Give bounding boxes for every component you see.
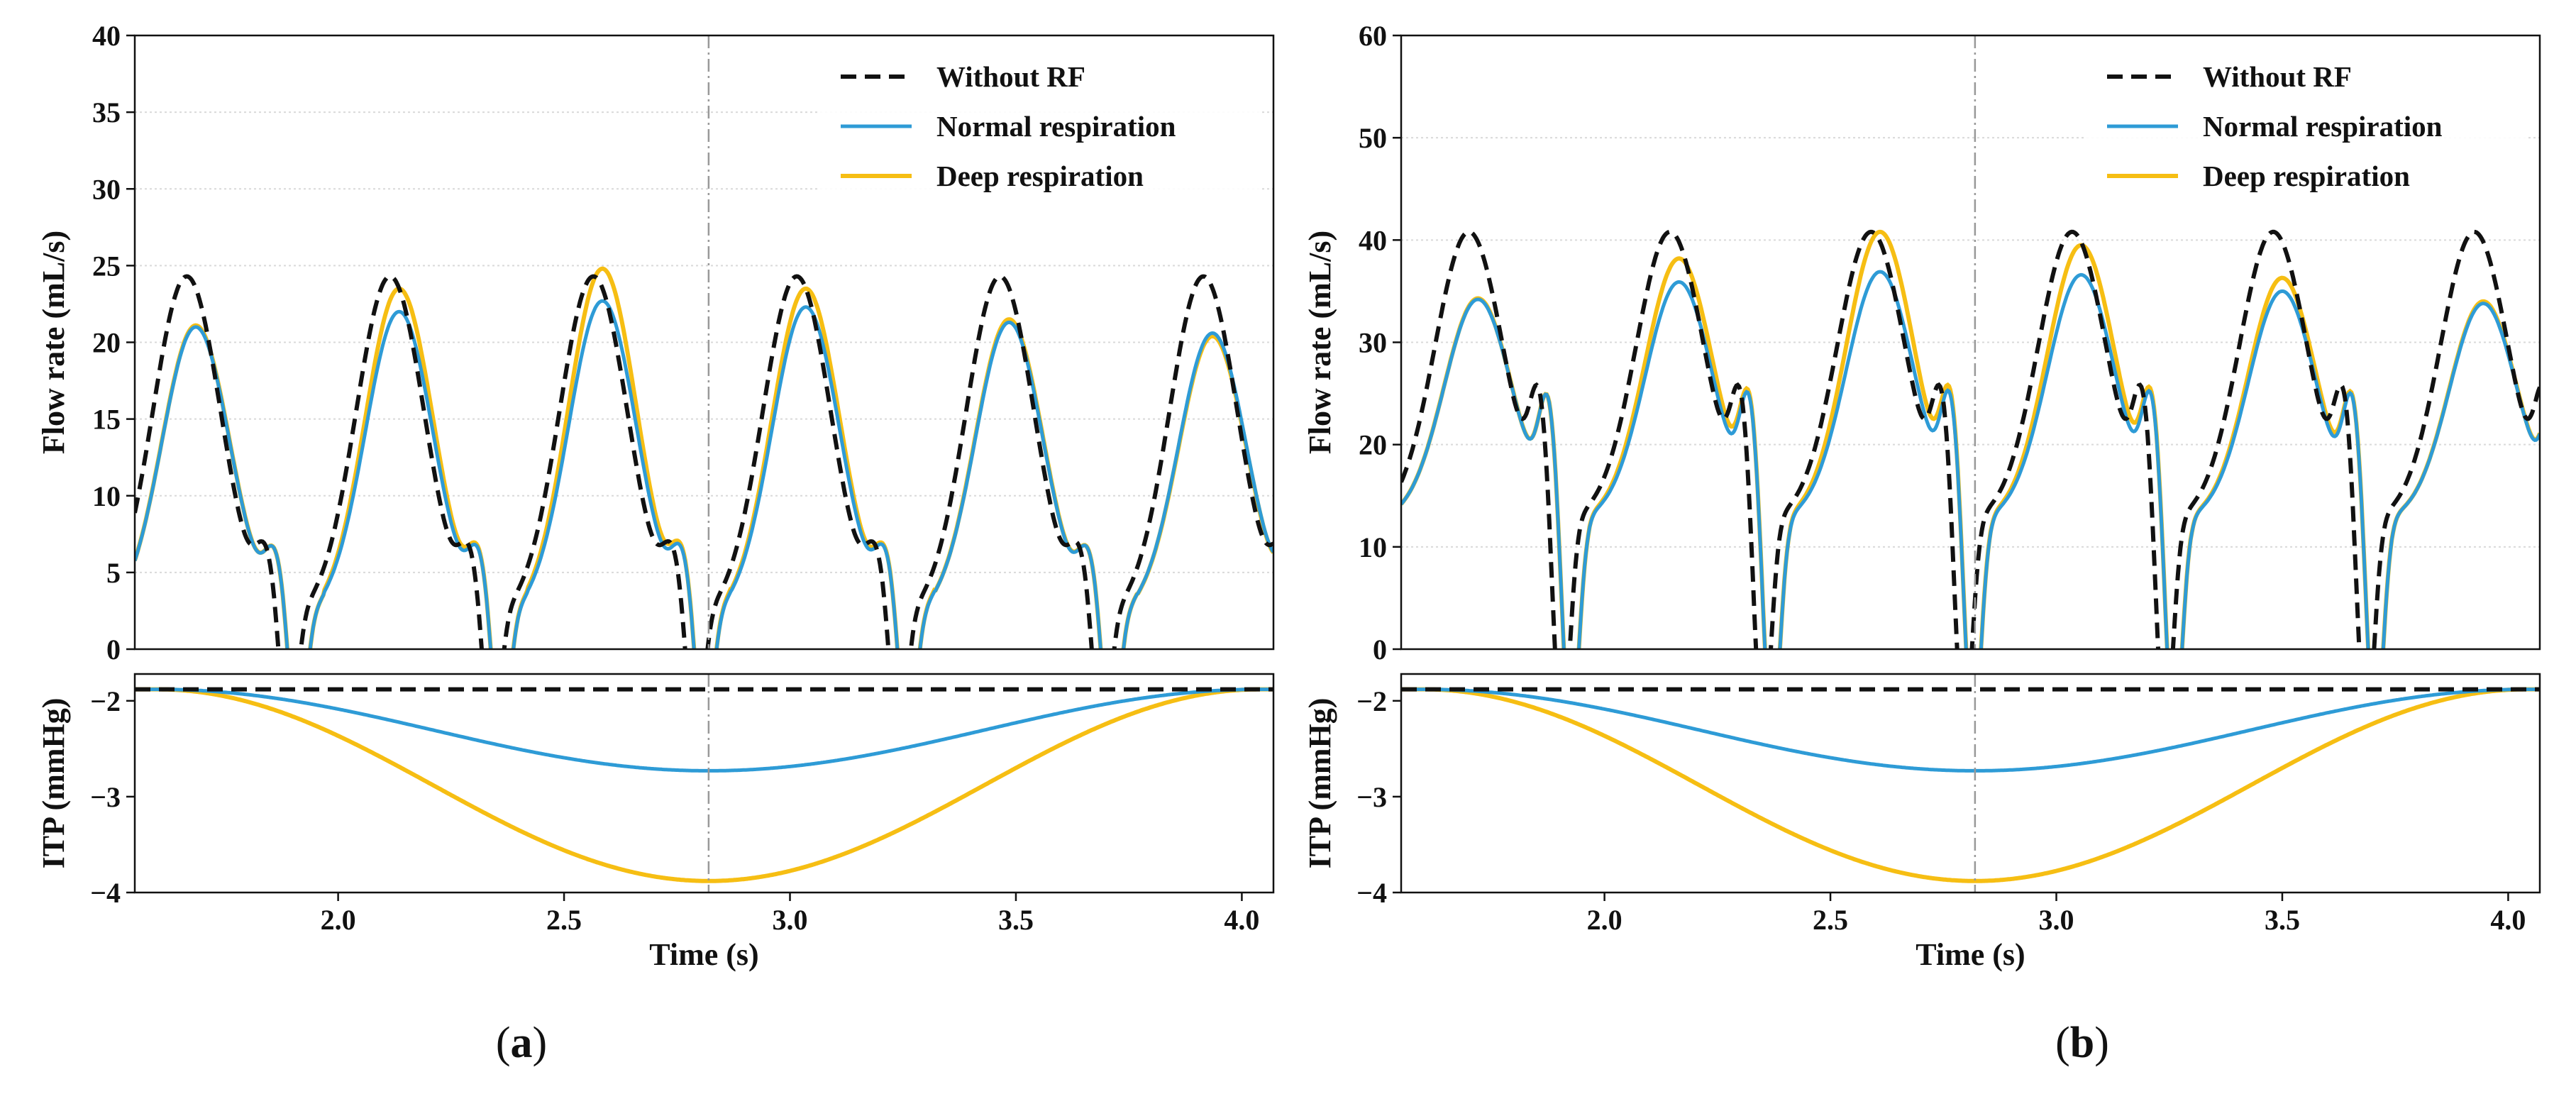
series-normal-respiration-itp <box>135 687 1273 773</box>
itp-y-tick-label: −4 <box>1356 877 1387 909</box>
x-tick-label: 2.5 <box>546 904 582 936</box>
itp-y-axis-label: ITP (mmHg) <box>1303 698 1337 869</box>
flow-y-tick-label: 10 <box>1359 531 1387 563</box>
flow-y-tick-label: 0 <box>1373 634 1387 665</box>
itp-y-tick-label: −3 <box>90 781 121 813</box>
legend: Without RF Normal respiration Deep respira… <box>819 43 1259 213</box>
flow-y-tick-label: 30 <box>1359 327 1387 359</box>
series-normal-respiration-itp <box>1401 687 2540 773</box>
x-tick-label: 3.5 <box>998 904 1034 936</box>
series-deep-respiration-flow <box>1401 229 2540 649</box>
series-without-rf-flow <box>135 274 1273 649</box>
x-tick-label: 2.0 <box>1587 904 1623 936</box>
panel-caption: (b) <box>2055 1019 2109 1067</box>
legend-normal-respiration-label: Normal respiration <box>936 110 1176 143</box>
legend-deep-respiration-label: Deep respiration <box>2203 160 2410 192</box>
flow-y-tick-label: 40 <box>1359 224 1387 256</box>
series-deep-respiration-itp <box>135 687 1273 883</box>
flow-y-axis-label: Flow rate (mL/s) <box>36 231 71 454</box>
flow-y-tick-label: 30 <box>92 173 121 205</box>
flow-y-axis-label: Flow rate (mL/s) <box>1303 231 1337 454</box>
panel-label: b <box>2070 1019 2094 1067</box>
caption-close-paren: ) <box>533 1019 548 1067</box>
series-normal-respiration-flow <box>135 299 1273 649</box>
series-normal-respiration-flow <box>1401 270 2540 649</box>
flow-y-tick-label: 0 <box>106 634 121 665</box>
legend-without-rf-label: Without RF <box>2203 60 2352 93</box>
x-axis-label: Time (s) <box>1916 937 2025 972</box>
panel-a: 0 5 10 15 20 25 30 35 40 −2 −3 −4 2.0 2.5 3.0 3.5 4.0 Flo… <box>36 20 1275 1067</box>
itp-y-tick-label: −2 <box>1356 685 1387 717</box>
itp-axes-frame <box>1400 673 2541 894</box>
flow-y-tick-label: 25 <box>92 250 121 282</box>
legend: Without RF Normal respiration Deep respira… <box>2086 43 2526 213</box>
flow-y-tick-label: 40 <box>92 20 121 52</box>
x-axis-label: Time (s) <box>649 937 758 972</box>
flow-y-tick-label: 35 <box>92 96 121 128</box>
flow-y-tick-label: 60 <box>1359 20 1387 52</box>
series-deep-respiration-itp <box>1401 687 2540 883</box>
itp-y-axis-label: ITP (mmHg) <box>36 698 71 869</box>
caption-open-paren: ( <box>496 1019 511 1067</box>
x-tick-label: 3.0 <box>773 904 808 936</box>
x-tick-label: 2.0 <box>321 904 356 936</box>
flow-y-tick-label: 20 <box>92 327 121 359</box>
flow-y-tick-label: 50 <box>1359 122 1387 154</box>
legend-without-rf-label: Without RF <box>936 60 1085 93</box>
flow-y-tick-label: 10 <box>92 480 121 512</box>
legend-deep-respiration-label: Deep respiration <box>936 160 1144 192</box>
x-tick-label: 2.5 <box>1813 904 1848 936</box>
panel-caption: (a) <box>496 1019 547 1067</box>
panel-b: 0 10 20 30 40 50 60 −2 −3 −4 2.0 2.5 3.0 3.5 4.0 Flow r… <box>1303 20 2541 1067</box>
itp-axes-frame <box>133 673 1275 894</box>
flow-y-tick-label: 15 <box>92 404 121 436</box>
x-tick-label: 3.0 <box>2039 904 2074 936</box>
itp-y-tick-label: −2 <box>90 685 121 717</box>
itp-y-tick-label: −3 <box>1356 781 1387 813</box>
legend-normal-respiration-label: Normal respiration <box>2203 110 2443 143</box>
caption-close-paren: ) <box>2094 1019 2109 1067</box>
caption-open-paren: ( <box>2055 1019 2070 1067</box>
x-tick-label: 4.0 <box>1224 904 1259 936</box>
flow-y-tick-label: 5 <box>106 557 121 589</box>
x-tick-label: 4.0 <box>2490 904 2526 936</box>
panel-label: a <box>511 1019 533 1067</box>
series-without-rf-flow <box>1401 229 2540 649</box>
flow-y-tick-label: 20 <box>1359 429 1387 461</box>
x-tick-label: 3.5 <box>2265 904 2300 936</box>
itp-y-tick-label: −4 <box>90 877 121 909</box>
